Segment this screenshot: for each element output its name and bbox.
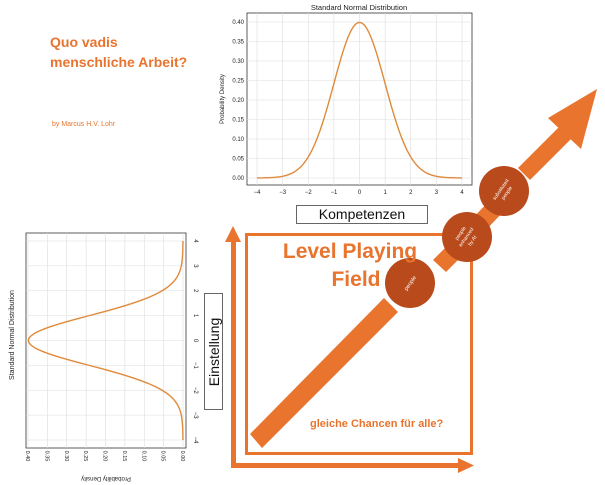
competence-axis-label: Kompetenzen bbox=[296, 205, 428, 224]
y-tick-label: 4 bbox=[192, 239, 198, 243]
x-axis-label: Probability Density bbox=[81, 475, 131, 481]
x-tick-label: 0.10 bbox=[140, 451, 146, 462]
y-tick-label: 3 bbox=[192, 264, 198, 268]
inner-frame-right bbox=[470, 233, 473, 455]
x-tick-label: 0.35 bbox=[43, 451, 49, 462]
diagonal-arrowhead bbox=[548, 89, 597, 149]
chart-title: Standard Normal Distribution bbox=[9, 290, 16, 380]
x-tick-labels: 0.40 0.35 0.30 0.25 0.20 0.15 0.10 0.05 0.00 bbox=[24, 451, 185, 462]
diagonal-arrow-shaft bbox=[518, 124, 574, 180]
title-line-2: menschliche Arbeit? bbox=[50, 54, 188, 70]
x-tick-label: 3 bbox=[435, 190, 439, 196]
y-tick-labels: 0.00 0.05 0.10 0.15 0.20 0.25 0.30 0.35 0.40 bbox=[232, 20, 244, 182]
y-tick-label: 0.00 bbox=[232, 176, 244, 182]
y-tick-label: 0.10 bbox=[232, 137, 244, 143]
y-tick-label: 0.35 bbox=[232, 40, 244, 46]
y-tick-label: 0.15 bbox=[232, 118, 244, 124]
y-tick-label: 1 bbox=[192, 314, 198, 318]
horizontal-axis-arrowhead bbox=[458, 458, 474, 473]
field-title-line-1: Level Playing bbox=[282, 240, 418, 263]
y-tick-label: 0.30 bbox=[232, 59, 244, 65]
equal-chances-question: gleiche Chancen für alle? bbox=[310, 418, 444, 430]
x-tick-label: 0.25 bbox=[82, 451, 88, 462]
vertical-axis-bar bbox=[231, 238, 236, 468]
title-line-1: Quo vadis bbox=[50, 34, 118, 50]
circle-people-enhanced-by-ai: people enhanced by AI bbox=[442, 212, 492, 262]
y-tick-label: −2 bbox=[192, 387, 198, 395]
attitude-axis-label-box: Einstellung bbox=[204, 293, 223, 410]
y-tick-label: 0.25 bbox=[232, 79, 244, 85]
top-distribution-chart: Standard Normal Distribution −4 −3 −2 −1 0 1 2… bbox=[220, 3, 473, 196]
y-tick-label: 0.20 bbox=[232, 98, 244, 104]
series-line bbox=[27, 240, 184, 441]
vertical-axis-arrowhead bbox=[225, 226, 241, 242]
circle-people: people bbox=[385, 258, 435, 308]
inner-frame-top bbox=[245, 233, 473, 236]
y-tick-label: 0.05 bbox=[232, 157, 244, 163]
x-tick-label: −4 bbox=[254, 190, 262, 196]
left-distribution-chart: Standard Normal Distribution 0.40 0.35 0.3… bbox=[9, 232, 198, 481]
y-tick-label: 0.40 bbox=[232, 20, 244, 26]
x-tick-label: −2 bbox=[305, 190, 313, 196]
presentation-title: Quo vadis menschliche Arbeit? bbox=[50, 32, 250, 72]
y-tick-label: −1 bbox=[192, 362, 198, 370]
x-tick-labels: −4 −3 −2 −1 0 1 2 3 4 bbox=[254, 190, 465, 196]
x-tick-label: 0.20 bbox=[102, 451, 108, 462]
x-tick-label: 0.30 bbox=[63, 451, 69, 462]
y-tick-label: −3 bbox=[192, 412, 198, 420]
circle-substituted-people: substituted people bbox=[479, 166, 529, 216]
y-axis-label: Probability Density bbox=[220, 74, 226, 124]
x-tick-label: 0.05 bbox=[160, 451, 166, 462]
chart-title: Standard Normal Distribution bbox=[311, 3, 407, 12]
author-line: by Marcus H.V. Lohr bbox=[52, 121, 116, 128]
x-tick-label: −1 bbox=[330, 190, 338, 196]
inner-frame-bottom bbox=[245, 452, 473, 455]
x-tick-label: 4 bbox=[460, 190, 464, 196]
inner-frame-left bbox=[245, 233, 248, 455]
x-tick-label: 0.40 bbox=[24, 451, 30, 462]
horizontal-axis-bar bbox=[231, 463, 461, 468]
x-tick-label: 0.15 bbox=[121, 451, 127, 462]
field-title-line-2: Field bbox=[331, 268, 381, 291]
y-tick-label: 0 bbox=[192, 339, 198, 343]
x-tick-label: 2 bbox=[409, 190, 413, 196]
y-tick-labels: 4 3 2 1 0 −1 −2 −3 −4 bbox=[192, 239, 198, 444]
level-playing-field-title: Level Playing Field bbox=[250, 238, 450, 294]
x-tick-label: 0 bbox=[358, 190, 362, 196]
diagonal-bar-main bbox=[250, 298, 398, 448]
y-tick-label: −4 bbox=[192, 437, 198, 445]
y-tick-label: 2 bbox=[192, 289, 198, 293]
x-tick-label: 1 bbox=[383, 190, 387, 196]
x-tick-label: −3 bbox=[279, 190, 287, 196]
diagonal-bar-cap-line bbox=[251, 437, 260, 447]
x-tick-label: 0.00 bbox=[179, 451, 185, 462]
series-line bbox=[256, 21, 463, 179]
